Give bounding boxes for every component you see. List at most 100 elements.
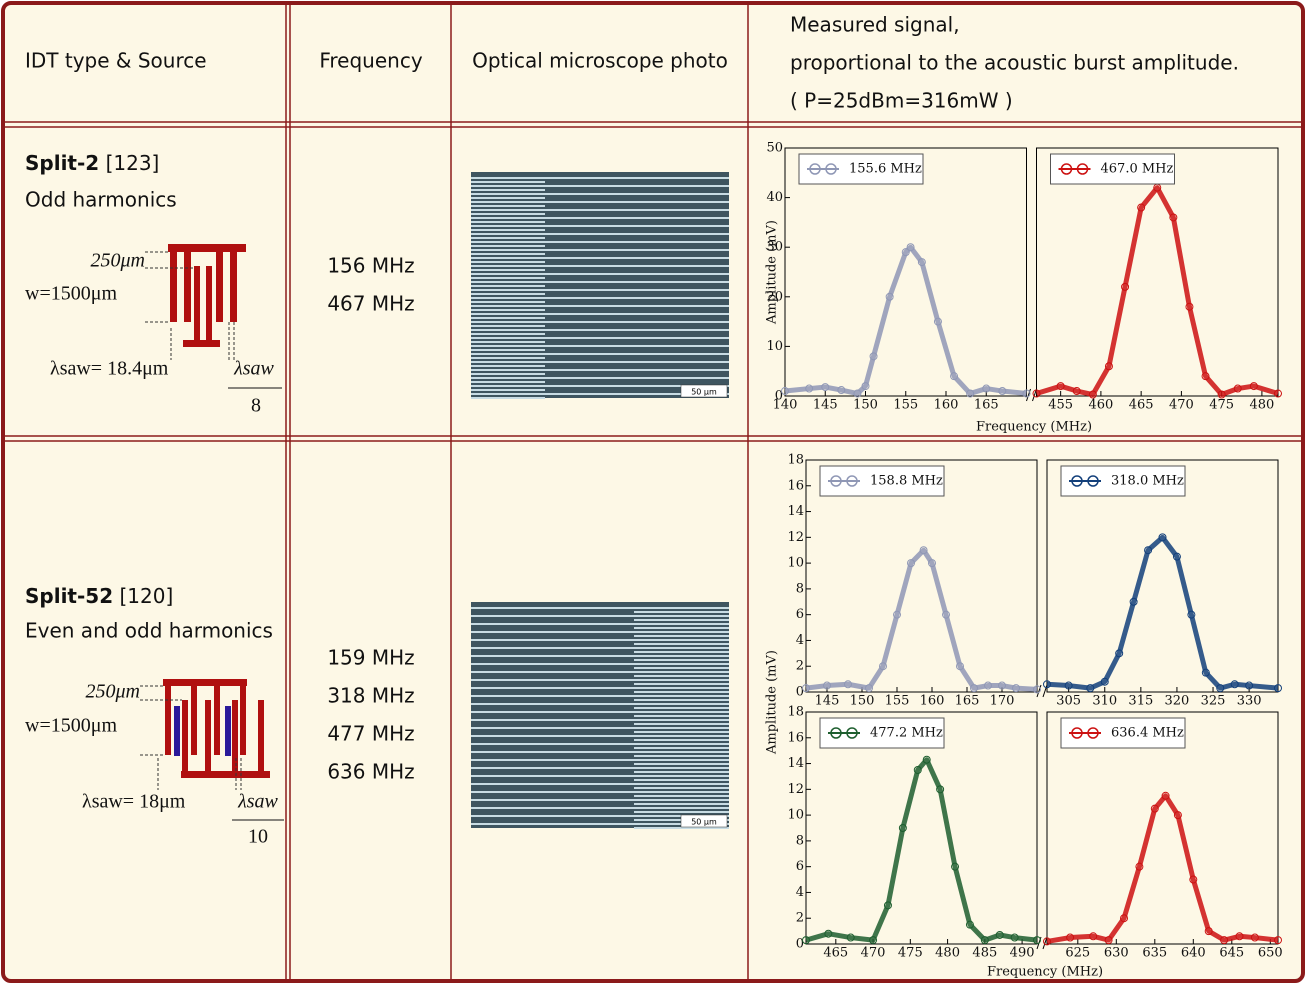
scale-label: 50 μm [691,388,717,397]
legend-label: 467.0 MHz [1101,162,1174,177]
y-tick-label: 18 [787,705,804,720]
x-tick-label: 645 [1219,946,1244,961]
idt-name: Split-52 [120] [25,584,173,608]
signal-point [805,384,814,393]
signal-line [805,757,1038,943]
finger-denominator: 8 [251,395,261,417]
x-tick-label: 145 [813,398,838,413]
signal-point [998,387,1007,396]
signal-point [980,936,989,945]
signal-point [1274,936,1282,945]
signal-point [970,684,978,693]
signal-point [1158,533,1167,542]
signal-point [1066,933,1075,942]
signal-point [1217,390,1226,399]
signal-point [1056,382,1065,391]
dimension-lines [140,685,242,790]
signal-point [869,352,878,361]
idt-diagram [168,244,246,347]
signal-point [1043,680,1051,689]
y-tick-label: 30 [766,240,783,255]
signal-line [784,244,1027,397]
signal-point [1230,680,1239,689]
signal-point [802,684,810,693]
x-tick-label: 150 [853,398,878,413]
signal-point [1245,681,1254,690]
signal-point [1172,552,1181,561]
x-tick-label: 475 [1209,398,1234,413]
x-tick-label: 485 [972,946,997,961]
signal-point [1010,933,1019,942]
x-tick-label: 165 [955,694,980,709]
y-tick-label: 0 [775,389,783,404]
x-tick-label: 160 [920,694,945,709]
signal-point [919,546,928,555]
signal-point [869,936,878,945]
x-tick-label: 160 [934,398,959,413]
x-tick-label: 140 [773,398,798,413]
signal-point [922,755,931,764]
signal-point [781,387,789,396]
axis-break [1026,388,1031,402]
signal-point [933,317,942,326]
x-tick-label: 315 [1128,694,1153,709]
signal-point [1250,933,1259,942]
signal-point [853,389,862,398]
signal-line [805,547,1038,692]
harmonics: Odd harmonics [25,188,177,212]
x-tick-label: 480 [1249,398,1274,413]
x-tick-label: 630 [1104,946,1129,961]
y-tick-label: 8 [796,833,804,848]
legend-swatch [1087,727,1099,739]
signal-point [1274,389,1282,398]
frequency: 156 MHz [327,254,414,278]
dimension-lines [145,251,235,360]
signal-point [1144,546,1153,555]
signal-point [1121,282,1130,291]
x-tick-label: 155 [893,398,918,413]
signal-point [1033,685,1041,694]
signal-point [802,936,810,945]
signal-point [1086,684,1095,693]
y-tick-label: 0 [796,685,804,700]
legend-box [1060,465,1186,497]
signal-point [995,930,1004,939]
y-tick-label: 14 [787,504,804,519]
axis-break [1036,684,1042,698]
microscope-photo [471,172,729,399]
legend-label: 155.6 MHz [849,162,922,177]
y-tick-label: 10 [787,556,804,571]
y-tick-label: 16 [787,730,804,745]
legend-swatch [1060,163,1073,175]
signal-point [1137,203,1146,212]
legend-swatch [830,727,842,739]
signal-point [1274,684,1282,693]
plot-frame [1046,711,1279,945]
idt-ref: [123] [106,151,160,175]
x-axis-label: Frequency (MHz) [976,420,1092,435]
signal-point [885,292,894,301]
signal-point [928,559,936,568]
x-tick-label: 330 [1237,694,1262,709]
signal-point [950,372,959,381]
y-tick-label: 10 [766,339,783,354]
legend-label: 477.2 MHz [870,726,943,741]
signal-point [1129,597,1138,606]
signal-point [1204,927,1213,936]
finger-denominator: 10 [248,826,268,848]
signal-point [1187,610,1196,619]
signal-point [1072,387,1081,396]
signal-point [1161,791,1170,800]
signal-point [1022,389,1031,398]
signal-point [913,766,922,774]
idt-type: Split-52 [25,584,113,608]
x-tick-label: 635 [1142,946,1167,961]
signal-point [823,681,831,690]
y-tick-label: 2 [796,911,804,926]
idt-ref: [120] [119,584,173,608]
frequency: 477 MHz [327,722,414,746]
x-tick-label: 145 [815,694,840,709]
signal-point [1189,875,1198,884]
